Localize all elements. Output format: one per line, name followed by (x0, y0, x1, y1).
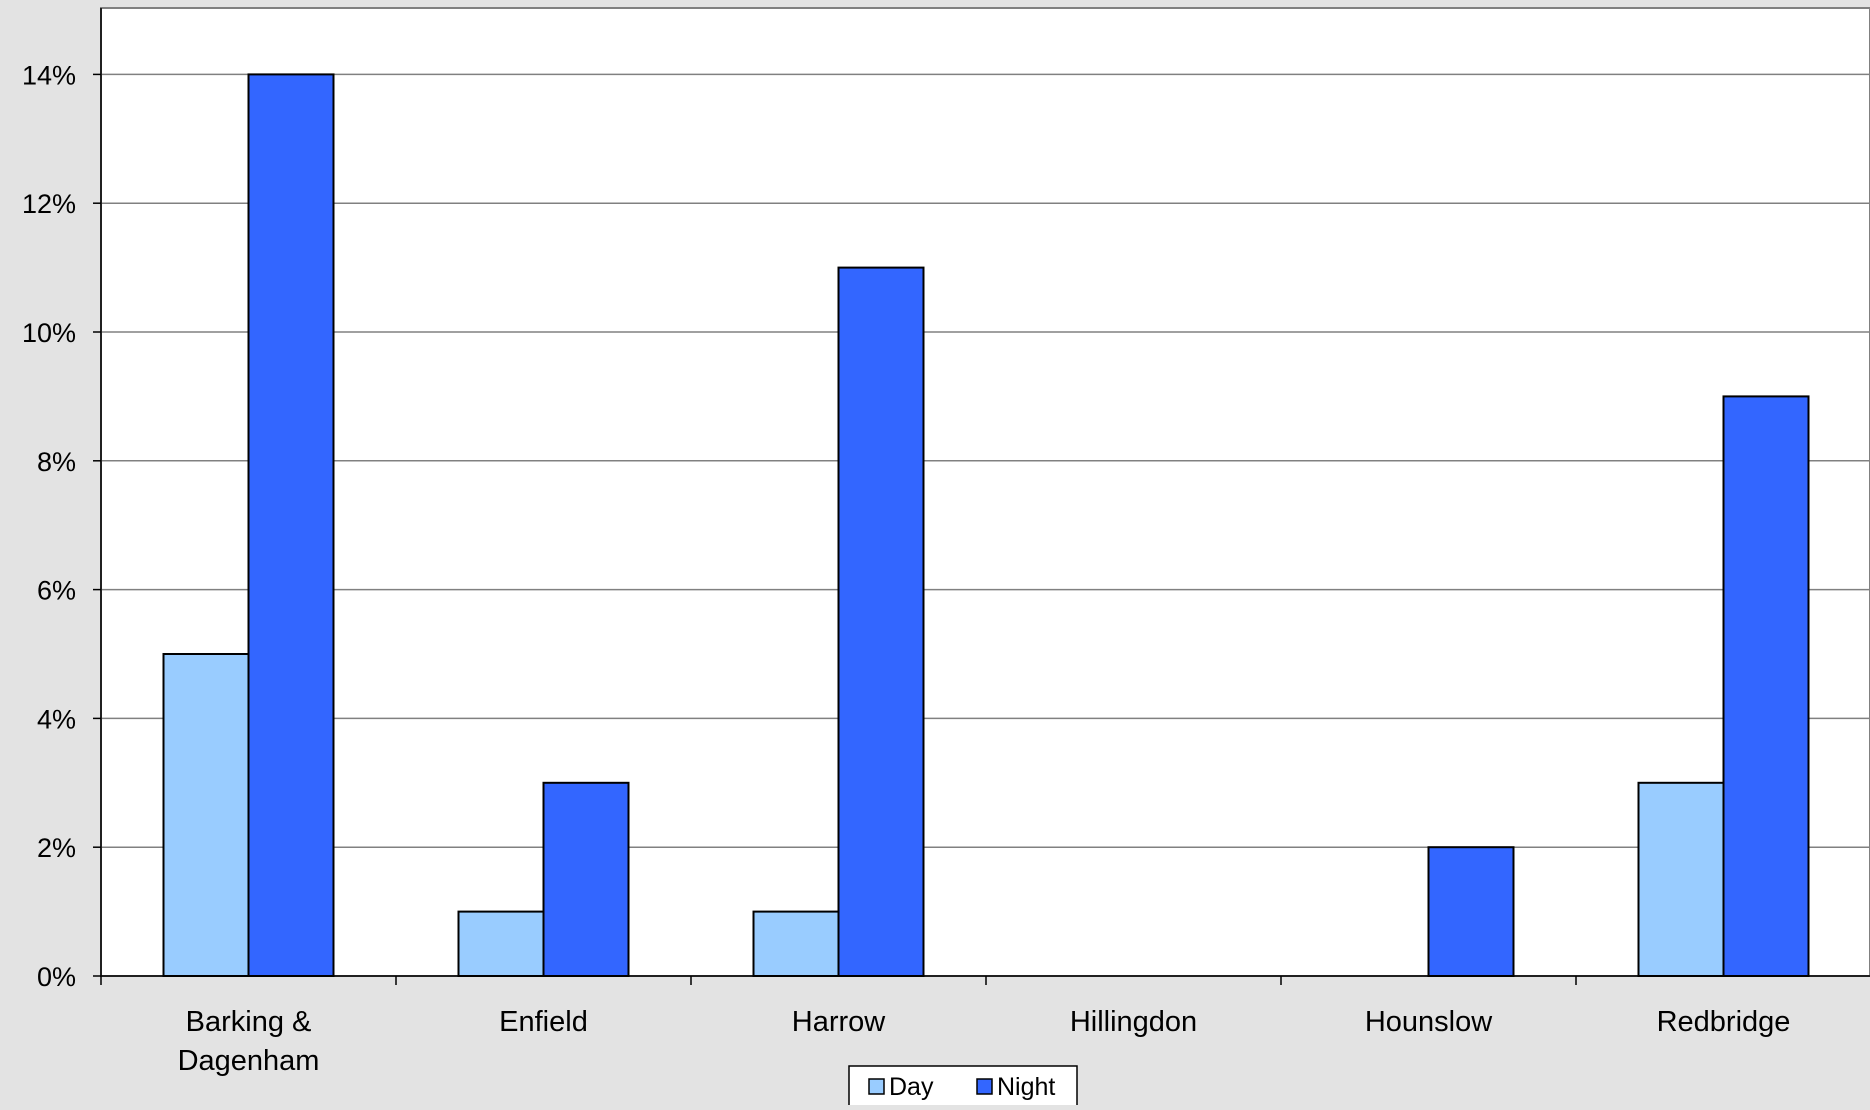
legend: Day Night (848, 1065, 1078, 1108)
axes: 0% 2% 4% 6% 8% 10% 12% 14% Barking & Dagenham Enfi… (22, 8, 1870, 1077)
y-tick-label: 12% (22, 189, 76, 219)
bar-day (752, 910, 840, 977)
x-tick-label: Hillingdon (1070, 1006, 1197, 1038)
gridlines (101, 73, 1870, 848)
bars (162, 73, 1810, 978)
legend-swatch-day (868, 1078, 885, 1095)
x-tick-label: Hounslow (1365, 1006, 1493, 1038)
legend-swatch-night (976, 1078, 993, 1095)
bar-night (1427, 846, 1515, 978)
y-tick-label: 0% (37, 962, 76, 992)
legend-label-day: Day (889, 1073, 934, 1101)
bar-night (837, 266, 925, 978)
bar-day (162, 653, 250, 977)
x-tick-label: Harrow (792, 1006, 887, 1038)
y-tick-label: 2% (37, 833, 76, 863)
y-tick-label: 6% (37, 576, 76, 606)
y-tick-label: 10% (22, 318, 76, 348)
bar-day (457, 910, 545, 977)
bar-night (247, 73, 335, 977)
legend-box (848, 1065, 1078, 1108)
y-tick-label: 14% (22, 60, 76, 90)
bar-night (1722, 395, 1810, 977)
legend-label-night: Night (997, 1073, 1055, 1101)
x-tick-label: Barking & Dagenham (178, 1006, 320, 1077)
bar-night (542, 781, 630, 977)
plot-area (100, 7, 1870, 977)
x-tick-label: Enfield (499, 1006, 588, 1038)
bar-day (1637, 781, 1725, 977)
x-tick-label: Redbridge (1657, 1006, 1791, 1038)
y-tick-label: 8% (37, 447, 76, 477)
y-tick-label: 4% (37, 704, 76, 734)
